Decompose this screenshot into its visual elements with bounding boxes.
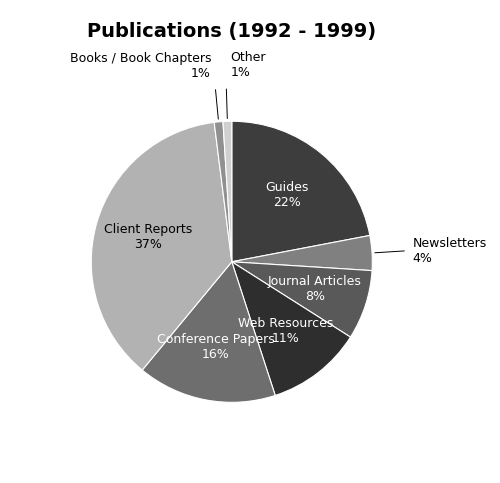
Wedge shape [232, 262, 372, 337]
Text: Books / Book Chapters
1%: Books / Book Chapters 1% [70, 52, 211, 80]
Wedge shape [142, 262, 275, 402]
Text: Web Resources
11%: Web Resources 11% [238, 317, 333, 345]
Wedge shape [232, 121, 370, 262]
Text: Guides
22%: Guides 22% [266, 181, 309, 209]
Wedge shape [214, 122, 232, 262]
Text: Other
1%: Other 1% [230, 51, 266, 79]
Text: Newsletters
4%: Newsletters 4% [412, 237, 487, 265]
Wedge shape [232, 235, 372, 270]
Wedge shape [232, 262, 350, 396]
Text: Client Reports
37%: Client Reports 37% [104, 224, 192, 252]
Wedge shape [223, 121, 232, 262]
Text: Conference Papers
16%: Conference Papers 16% [156, 333, 274, 361]
Text: Journal Articles
8%: Journal Articles 8% [268, 275, 362, 303]
Title: Publications (1992 - 1999): Publications (1992 - 1999) [87, 22, 376, 41]
Wedge shape [92, 122, 232, 370]
